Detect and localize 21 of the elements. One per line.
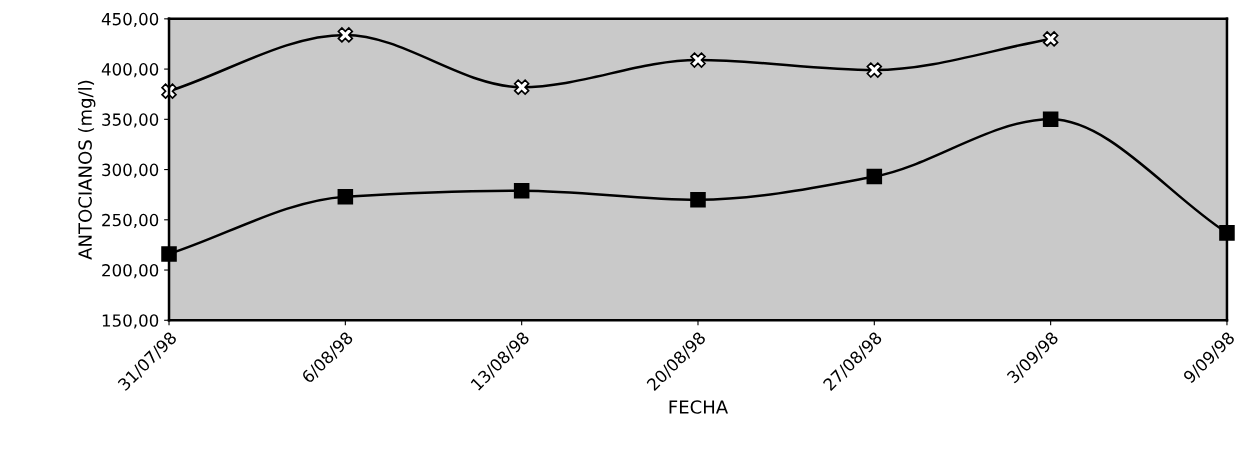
point [1042,111,1059,128]
point [1219,225,1235,241]
point [337,27,354,43]
y-tick-label: 400,00 [101,63,159,78]
point [1042,31,1059,47]
y-tick-label: 350,00 [102,113,159,128]
point [690,191,706,208]
point [513,79,530,95]
y-tick-label: 450,00 [101,12,159,28]
y-tick-label: 200,00 [102,264,159,279]
y-tick-label: 250,00 [102,213,159,229]
point [866,62,883,78]
point [866,168,883,185]
point [513,182,530,199]
y-tick-label: 300,00 [102,163,159,178]
point [161,246,177,262]
y-axis-title: ANTOCIANOS (mg/l) [77,80,96,260]
y-tick-label: 150,00 [102,314,159,329]
point [337,188,354,205]
x-axis-title: FECHA [669,400,728,414]
point [690,52,706,68]
